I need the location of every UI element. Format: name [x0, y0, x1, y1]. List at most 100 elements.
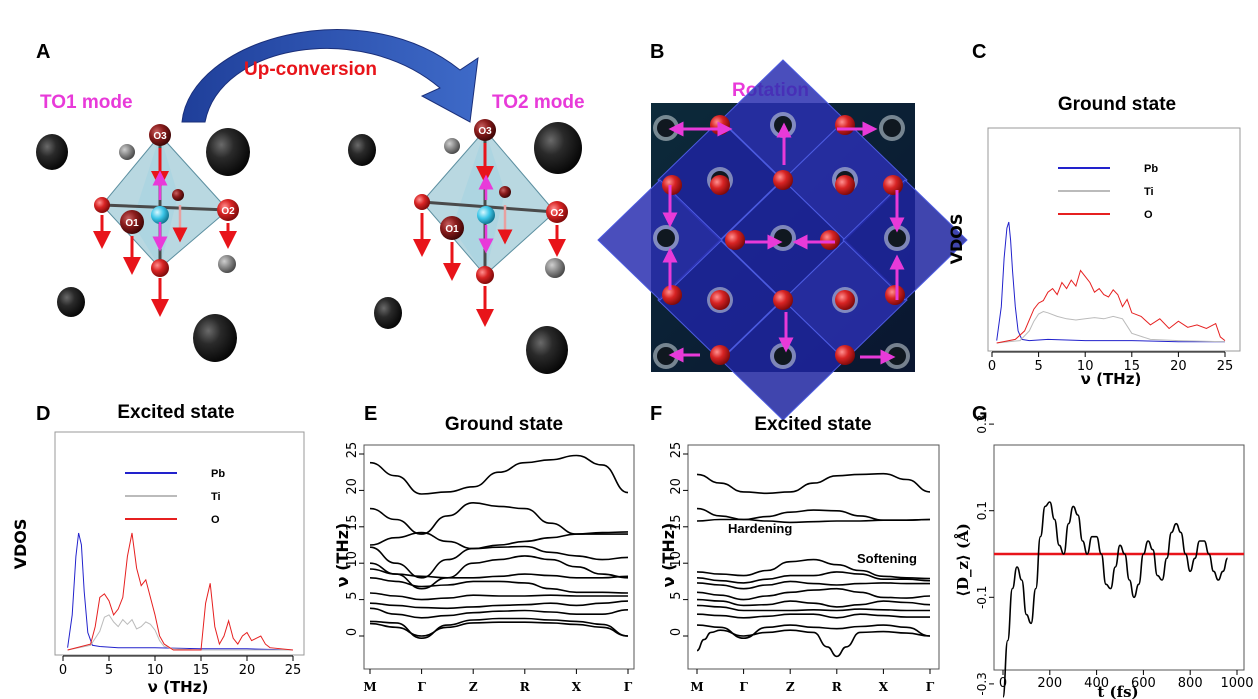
- phonon-band-11: [696, 629, 931, 658]
- panel-g: G ⟨D_z⟩ (Å) t (fs) 0 200 400 600 800 1000 -0.3…: [954, 403, 1254, 699]
- o-atom: [662, 175, 682, 195]
- chart-e-ylabel: ν (THz): [333, 523, 352, 588]
- o-atom: [710, 290, 730, 310]
- phonon-band-7: [369, 592, 628, 601]
- x-tick-label: 400: [1084, 676, 1109, 691]
- x-tick-label: 200: [1037, 676, 1062, 691]
- dz-series-line: [1002, 501, 1229, 698]
- legend-label-pb: Pb: [1144, 163, 1158, 175]
- chart-c-plot: 0 5 10 15 20 25 Pb Ti O: [988, 163, 1233, 374]
- k-point-label: Γ: [624, 680, 633, 694]
- chart-g-xlabel: t (fs): [1097, 683, 1138, 699]
- panel-d: D Excited state VDOS ν (THz) 0 5 10 15 20 25 P…: [11, 402, 305, 696]
- k-point-label: M: [363, 680, 376, 694]
- k-point-label: X: [879, 680, 889, 694]
- chart-d-plot: 0 5 10 15 20 25 Pb Ti O: [59, 468, 301, 678]
- panel-b: B Rotation: [597, 41, 968, 421]
- chart-d-xlabel: ν (THz): [148, 678, 209, 696]
- x-tick-label: 800: [1178, 676, 1203, 691]
- legend-label-o: O: [211, 514, 220, 526]
- y-tick-label: 5: [345, 591, 360, 599]
- y-tick-label: 0.3: [975, 415, 989, 434]
- atom-label-o1-right: O1: [445, 224, 459, 235]
- mode-label-left: TO1 mode: [40, 92, 133, 113]
- atom-label-o2: O2: [221, 206, 235, 217]
- phonon-band-10: [696, 624, 931, 640]
- x-tick-label: 25: [285, 663, 302, 678]
- panel-c: C Ground state VDOS ν (THz) 0 5 10 15 20 25 Pb…: [947, 41, 1241, 388]
- rotation-arrows: [662, 121, 905, 365]
- y-tick-label: 15: [669, 515, 684, 532]
- pb-atom: [774, 229, 792, 247]
- y-tick-label: -0.3: [975, 672, 989, 695]
- pb-atom: [657, 229, 675, 247]
- chart-f-title: Excited state: [754, 414, 871, 435]
- x-tick-label: 0: [59, 663, 67, 678]
- pb-atom: [888, 347, 906, 365]
- series-line-pb: [996, 221, 1225, 343]
- k-point-label: Γ: [417, 680, 426, 694]
- pb-atom: [888, 229, 906, 247]
- atom-label-o2-right: O2: [550, 208, 564, 219]
- x-tick-label: 20: [1170, 359, 1187, 374]
- chart-c-frame: [987, 127, 1241, 352]
- phonon-band-5: [369, 568, 629, 579]
- pb-atom: [657, 347, 675, 365]
- y-tick-label: 20: [345, 478, 360, 495]
- k-point-label: Γ: [739, 680, 748, 694]
- panel-label-e: E: [364, 403, 377, 425]
- phonon-band-7: [696, 598, 931, 608]
- chart-e-title: Ground state: [445, 414, 563, 435]
- o-atom: [725, 230, 745, 250]
- y-tick-label: 15: [345, 515, 360, 532]
- phonon-band-5: [696, 580, 930, 590]
- chart-f-frame: [687, 444, 940, 670]
- chart-d-ylabel: VDOS: [11, 519, 30, 570]
- y-tick-label: 25: [669, 442, 684, 459]
- x-tick-label: 20: [239, 663, 256, 678]
- legend-label-ti: Ti: [211, 491, 221, 503]
- phonon-band-8: [369, 600, 629, 610]
- to1-structure: O3 O2 O1: [36, 124, 250, 362]
- phonon-band-2: [369, 531, 629, 550]
- x-tick-label: 5: [1034, 359, 1042, 374]
- chart-e-plot: 0 5 10 15 20 25 M Γ Z R X Γ: [345, 442, 633, 694]
- y-tick-label: 20: [669, 478, 684, 495]
- o-atom: [835, 175, 855, 195]
- y-tick-label: 10: [345, 551, 360, 568]
- chart-d-title: Excited state: [117, 402, 234, 423]
- pb-atom: [774, 347, 792, 365]
- pb-atom: [883, 119, 901, 137]
- phonon-band-11: [369, 621, 629, 637]
- phonon-band-1: [696, 507, 931, 522]
- phonon-band-2: [696, 518, 931, 524]
- x-tick-label: 600: [1131, 676, 1156, 691]
- atom-label-o3-right: O3: [478, 126, 492, 137]
- panel-label-c: C: [972, 41, 986, 63]
- phonon-band-1: [369, 501, 628, 535]
- phonon-band-0: [696, 472, 931, 495]
- phonon-band-6: [696, 587, 931, 601]
- k-point-label: M: [690, 680, 703, 694]
- phonon-band-8: [696, 604, 930, 612]
- up-conversion-arrow: [181, 29, 479, 123]
- x-tick-label: 15: [1124, 359, 1141, 374]
- panel-e: E Ground state ν (THz) 0 5 10 15 20 25 M Γ Z R X Γ: [333, 403, 635, 694]
- k-point-label: Z: [786, 680, 795, 694]
- panel-label-f: F: [650, 403, 662, 425]
- chart-g-frame: [993, 444, 1245, 671]
- k-point-label: Γ: [926, 680, 935, 694]
- x-tick-label: 5: [105, 663, 113, 678]
- chart-f-plot: 0 5 10 15 20 25 M Γ Z R X Γ: [669, 442, 935, 694]
- legend-label-ti: Ti: [1144, 186, 1154, 198]
- k-point-label: R: [520, 680, 531, 694]
- o-atom: [885, 285, 905, 305]
- series-line-ti: [67, 614, 293, 651]
- x-tick-label: 0: [999, 676, 1007, 691]
- series-line-o: [996, 269, 1226, 344]
- o-atom: [883, 175, 903, 195]
- phonon-band-10: [369, 617, 629, 640]
- o-atom: [710, 175, 730, 195]
- atom-label-o3: O3: [153, 131, 167, 142]
